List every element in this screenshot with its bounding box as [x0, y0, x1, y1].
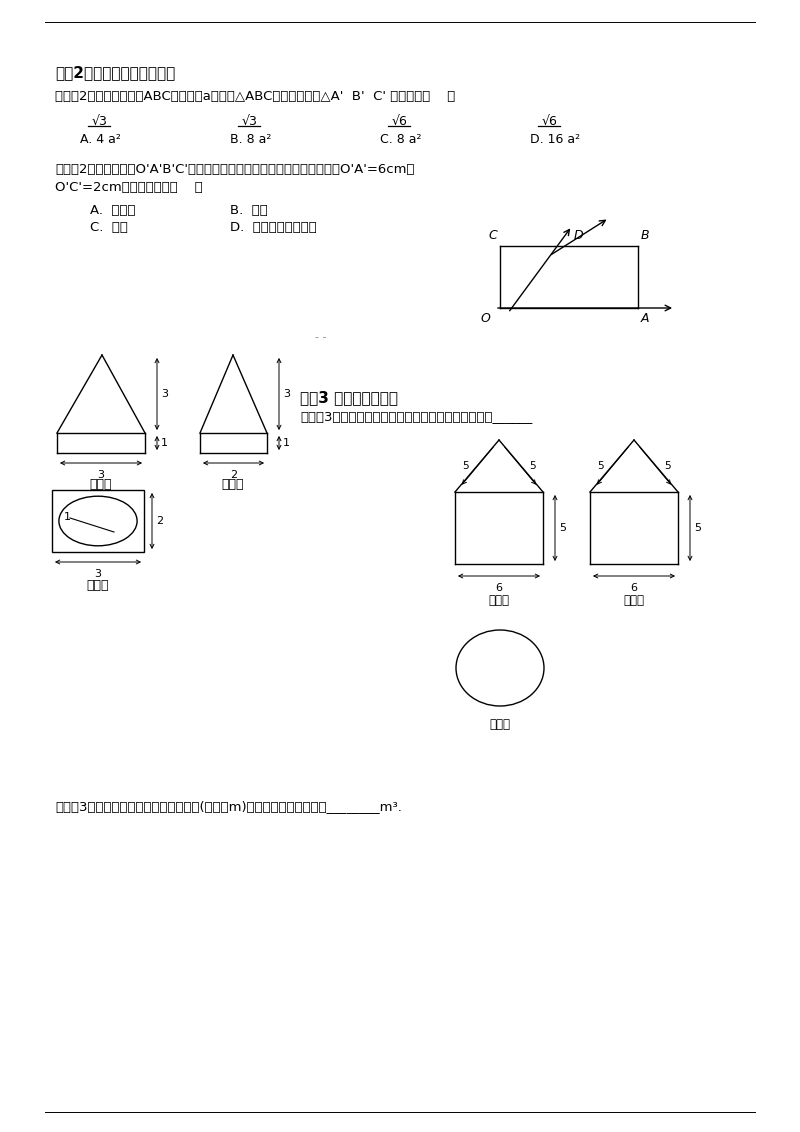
Text: O'C'=2cm，则原图形是（    ）: O'C'=2cm，则原图形是（ ） — [55, 181, 202, 194]
Text: D: D — [574, 229, 584, 242]
Text: C.  菱形: C. 菱形 — [90, 221, 128, 234]
Text: 俯视图: 俯视图 — [86, 578, 110, 592]
Text: B.  矩形: B. 矩形 — [230, 204, 268, 217]
Text: 5: 5 — [529, 461, 536, 471]
Text: C. 8 a²: C. 8 a² — [380, 132, 422, 146]
Text: B: B — [641, 229, 650, 242]
Text: √6: √6 — [392, 115, 408, 128]
Text: 2: 2 — [156, 516, 163, 526]
Text: 3: 3 — [98, 470, 105, 480]
Text: 【变式3】一个几何体的三视图如图所示(单位：m)，则该几何体的体积为________m³.: 【变式3】一个几何体的三视图如图所示(单位：m)，则该几何体的体积为______… — [55, 800, 402, 813]
Text: O: O — [480, 312, 490, 325]
Text: - -: - - — [315, 332, 326, 342]
Text: D. 16 a²: D. 16 a² — [530, 132, 580, 146]
Text: 正视图: 正视图 — [489, 594, 510, 607]
Text: 6: 6 — [630, 583, 638, 593]
Text: 【变式2】如图，矩形O'A'B'C'是水平放置的一个平面图形的直观图，其中O'A'=6cm，: 【变式2】如图，矩形O'A'B'C'是水平放置的一个平面图形的直观图，其中O'A… — [55, 163, 414, 175]
Text: 5: 5 — [559, 523, 566, 533]
Text: A. 4 a²: A. 4 a² — [80, 132, 121, 146]
Text: 5: 5 — [462, 461, 469, 471]
Bar — [52, 490, 144, 552]
Text: 3: 3 — [283, 389, 290, 398]
Text: √3: √3 — [92, 115, 108, 128]
Text: 5: 5 — [664, 461, 670, 471]
Text: A: A — [641, 312, 650, 325]
Text: 3: 3 — [94, 569, 102, 578]
Text: 侧视图: 侧视图 — [222, 478, 244, 491]
Text: 5: 5 — [694, 523, 701, 533]
Text: √3: √3 — [242, 115, 258, 128]
Text: 5: 5 — [598, 461, 604, 471]
Text: 考点3 体积与面积计算: 考点3 体积与面积计算 — [300, 391, 398, 405]
Text: 【典例2】已知正三角形ABC的边长为a，那么△ABC的平面直观图△A'  B'  C' 的面积为（    ）: 【典例2】已知正三角形ABC的边长为a，那么△ABC的平面直观图△A' B' C… — [55, 91, 455, 103]
Text: 6: 6 — [495, 583, 502, 593]
Text: √6: √6 — [542, 115, 558, 128]
Text: 俯视图: 俯视图 — [490, 718, 510, 731]
Text: 1: 1 — [283, 438, 290, 448]
Text: D.  一般的平行四边形: D. 一般的平行四边形 — [230, 221, 317, 234]
Text: C: C — [488, 229, 497, 242]
Text: B. 8 a²: B. 8 a² — [230, 132, 271, 146]
Text: 考点2：空间几何体的直观图: 考点2：空间几何体的直观图 — [55, 65, 175, 80]
Text: 侧视图: 侧视图 — [623, 594, 645, 607]
Text: 1: 1 — [161, 438, 168, 448]
Text: A.  正方形: A. 正方形 — [90, 204, 135, 217]
Text: 2: 2 — [230, 470, 237, 480]
Text: 1: 1 — [63, 512, 70, 522]
Text: 3: 3 — [161, 389, 168, 398]
Text: 正视图: 正视图 — [90, 478, 112, 491]
Text: 【典例3】某几何体的三视图如图所示，它的表面积为______: 【典例3】某几何体的三视图如图所示，它的表面积为______ — [300, 410, 532, 423]
